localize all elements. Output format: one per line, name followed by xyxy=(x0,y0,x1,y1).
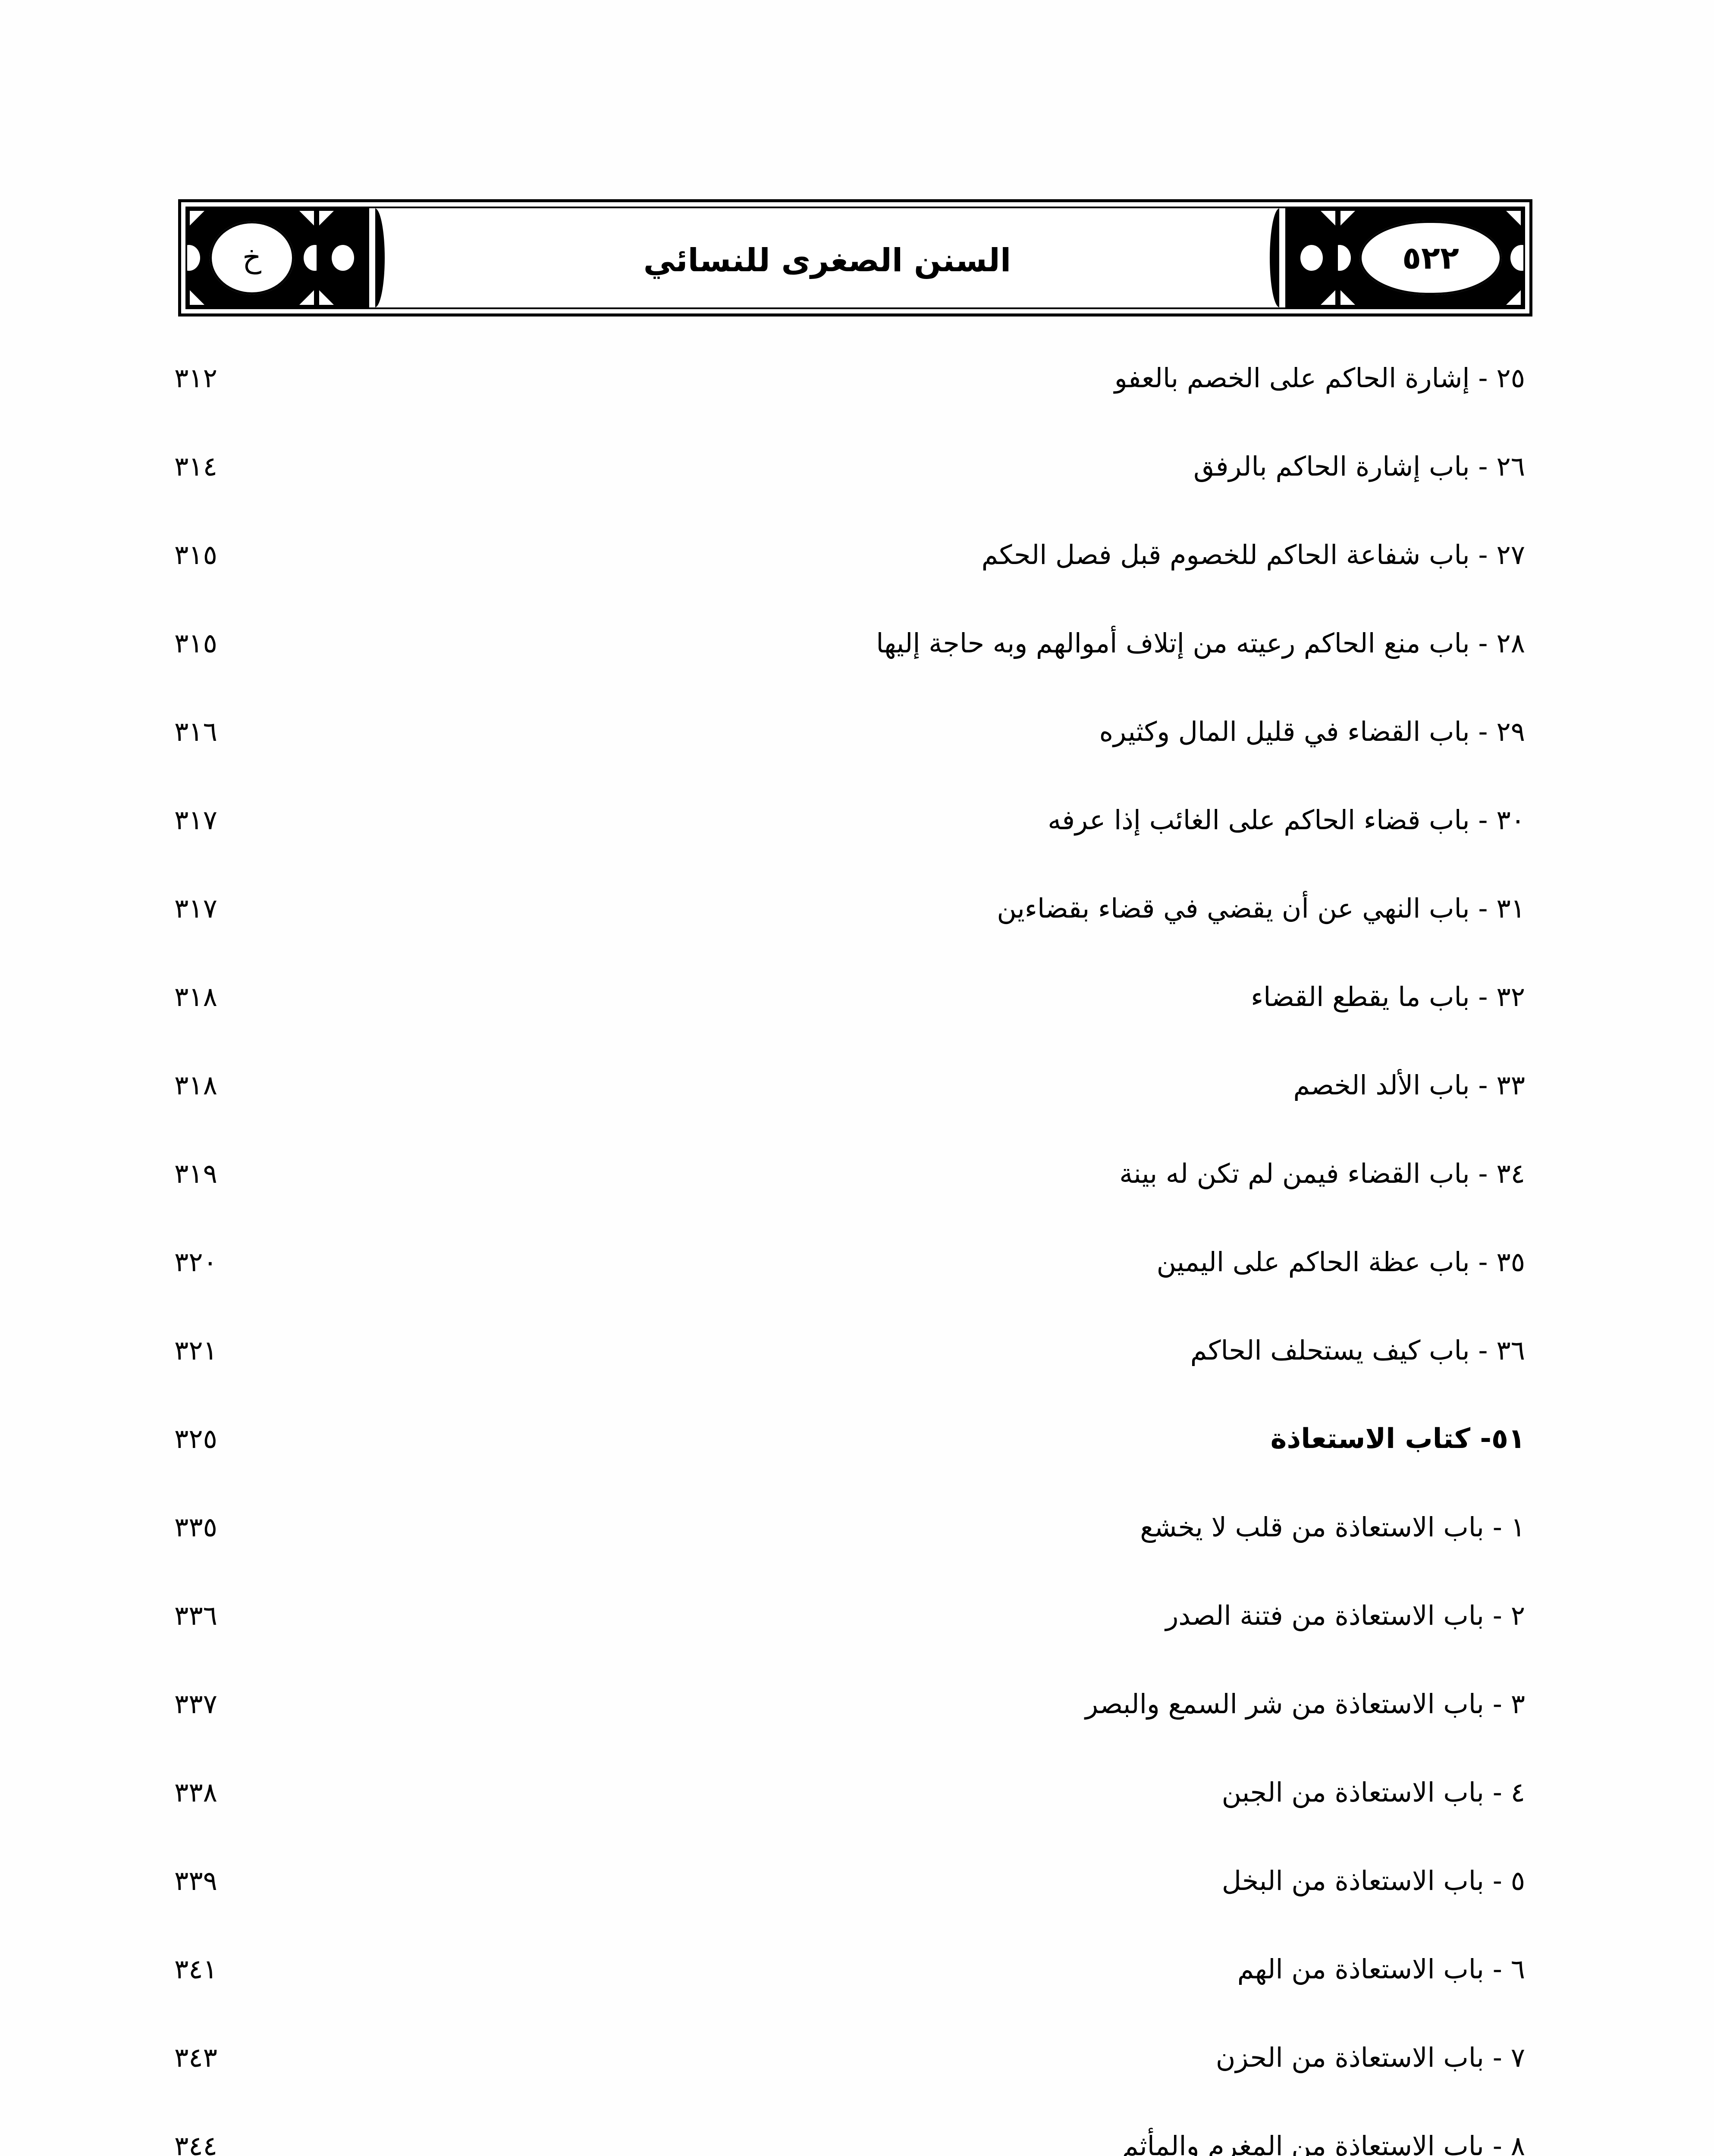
toc-leader-dots xyxy=(261,1706,1081,1713)
toc-entry-title: ٣١ - باب النهي عن أن يقضي في قضاء بقضاءي… xyxy=(997,893,1525,924)
toc-leader-dots xyxy=(261,1441,1266,1448)
ornament-spacer-left xyxy=(1285,208,1338,307)
toc-row[interactable]: ٣٠ - باب قضاء الحاكم على الغائب إذا عرفه… xyxy=(173,804,1529,893)
toc-row[interactable]: ١ - باب الاستعاذة من قلب لا يخشع ٣٣٥ xyxy=(173,1511,1529,1600)
toc-entry-page: ٣١٥ xyxy=(174,627,217,659)
header-divider-right xyxy=(369,208,375,307)
toc-leader-dots xyxy=(261,1353,1186,1360)
toc-leader-dots xyxy=(261,1176,1115,1183)
toc-entry-page: ٣١٢ xyxy=(174,362,217,394)
toc-row[interactable]: ٢٧ - باب شفاعة الحاكم للخصوم قبل فصل الح… xyxy=(173,539,1529,627)
toc-row[interactable]: ٧ - باب الاستعاذة من الحزن ٣٤٣ xyxy=(173,2042,1529,2130)
toc-entry-title: ٣٦ - باب كيف يستحلف الحاكم xyxy=(1190,1335,1525,1366)
toc-entry-title: ٨ - باب الاستعاذة من المغرم والمأثم xyxy=(1122,2130,1525,2156)
toc-leader-dots xyxy=(261,557,977,564)
page-header-frame: خ السنن الصغرى للنسائي xyxy=(185,207,1525,309)
toc-entry-title: ٤ - باب الاستعاذة من الجبن xyxy=(1221,1777,1525,1808)
toc-leader-dots xyxy=(261,469,1189,476)
toc-entry-page: ٣٣٥ xyxy=(174,1511,217,1543)
toc-leader-dots xyxy=(261,734,1095,741)
toc-entry-title: ٥ - باب الاستعاذة من البخل xyxy=(1221,1865,1525,1896)
toc-entry-title: ٧ - باب الاستعاذة من الحزن xyxy=(1215,2042,1525,2073)
toc-entry-page: ٣٣٨ xyxy=(174,1777,217,1808)
toc-entry-page: ٣٣٦ xyxy=(174,1600,217,1631)
toc-entry-page: ٣١٨ xyxy=(174,981,217,1012)
toc-row[interactable]: ٣٢ - باب ما يقطع القضاء ٣١٨ xyxy=(173,981,1529,1069)
toc-leader-dots xyxy=(261,822,1043,829)
ornament-medallion-left: ٥٢٢ xyxy=(1338,208,1523,307)
toc-leader-dots xyxy=(261,1264,1152,1271)
toc-leader-dots xyxy=(261,380,1110,387)
toc-entry-title: ٣٣ - باب الألد الخصم xyxy=(1293,1069,1525,1101)
toc-leader-dots xyxy=(261,1529,1136,1536)
toc-row[interactable]: ٨ - باب الاستعاذة من المغرم والمأثم ٣٤٤ xyxy=(173,2130,1529,2156)
toc-leader-dots xyxy=(261,1087,1289,1094)
toc-leader-dots xyxy=(261,1618,1161,1625)
calligraphy-medallion-icon: خ xyxy=(210,221,294,295)
toc-entry-page: ٣١٧ xyxy=(174,893,217,924)
page-header-band: خ السنن الصغرى للنسائي xyxy=(178,199,1532,317)
toc-row[interactable]: ٢٥ - إشارة الحاكم على الخصم بالعفو ٣١٢ xyxy=(173,362,1529,451)
toc-entry-page: ٣٤٤ xyxy=(174,2130,217,2156)
toc-entry-title: ٣٢ - باب ما يقطع القضاء xyxy=(1251,981,1525,1012)
toc-section-heading[interactable]: ٥١- كتاب الاستعاذة ٣٢٥ xyxy=(173,1423,1529,1511)
book-title: السنن الصغرى للنسائي xyxy=(643,242,1012,279)
toc-entry-title: ٢٨ - باب منع الحاكم رعيته من إتلاف أموال… xyxy=(876,627,1525,659)
toc-row[interactable]: ٢٦ - باب إشارة الحاكم بالرفق ٣١٤ xyxy=(173,451,1529,539)
toc-entry-title: ٣٤ - باب القضاء فيمن لم تكن له بينة xyxy=(1119,1158,1525,1189)
toc-entry-title: ٣٥ - باب عظة الحاكم على اليمين xyxy=(1156,1246,1525,1278)
toc-entry-page: ٣٢٥ xyxy=(174,1423,217,1454)
toc-entry-title: ٣٠ - باب قضاء الحاكم على الغائب إذا عرفه xyxy=(1048,804,1525,836)
toc-entry-page: ٣٣٩ xyxy=(174,1865,217,1896)
toc-entry-page: ٣٤٣ xyxy=(174,2042,217,2073)
toc-entry-page: ٣٤١ xyxy=(174,1953,217,1985)
toc-row[interactable]: ٣ - باب الاستعاذة من شر السمع والبصر ٣٣٧ xyxy=(173,1688,1529,1777)
toc-entry-page: ٣٢١ xyxy=(174,1335,217,1366)
toc-entry-title: ٢٩ - باب القضاء في قليل المال وكثيره xyxy=(1099,716,1525,747)
toc-leader-dots xyxy=(261,1971,1233,1978)
toc-row[interactable]: ٣٤ - باب القضاء فيمن لم تكن له بينة ٣١٩ xyxy=(173,1158,1529,1246)
ornament-medallion-right: خ xyxy=(187,208,317,307)
toc-entry-page: ٣١٤ xyxy=(174,451,217,482)
toc-leader-dots xyxy=(261,1795,1218,1802)
toc-leader-dots xyxy=(261,646,872,652)
toc-entry-title: ٣ - باب الاستعاذة من شر السمع والبصر xyxy=(1085,1688,1525,1720)
header-title-cell: السنن الصغرى للنسائي xyxy=(375,208,1279,307)
toc-entry-page: ٣١٩ xyxy=(174,1158,217,1189)
toc-row[interactable]: ٢ - باب الاستعاذة من فتنة الصدر ٣٣٦ xyxy=(173,1600,1529,1688)
toc-entry-title: ٥١- كتاب الاستعاذة xyxy=(1270,1423,1525,1455)
toc-row[interactable]: ٤ - باب الاستعاذة من الجبن ٣٣٨ xyxy=(173,1777,1529,1865)
toc-entry-title: ٦ - باب الاستعاذة من الهم xyxy=(1237,1953,1525,1985)
toc-row[interactable]: ٢٨ - باب منع الحاكم رعيته من إتلاف أموال… xyxy=(173,627,1529,716)
header-divider-left xyxy=(1279,208,1285,307)
toc-row[interactable]: ٢٩ - باب القضاء في قليل المال وكثيره ٣١٦ xyxy=(173,716,1529,804)
toc-entry-page: ٣٣٧ xyxy=(174,1688,217,1720)
toc-entry-page: ٣١٦ xyxy=(174,716,217,747)
toc-row[interactable]: ٣٦ - باب كيف يستحلف الحاكم ٣٢١ xyxy=(173,1335,1529,1423)
toc-entry-page: ٣٢٠ xyxy=(174,1246,217,1278)
toc-row[interactable]: ٣٥ - باب عظة الحاكم على اليمين ٣٢٠ xyxy=(173,1246,1529,1335)
toc-row[interactable]: ٦ - باب الاستعاذة من الهم ٣٤١ xyxy=(173,1953,1529,2042)
toc-entry-title: ٢٦ - باب إشارة الحاكم بالرفق xyxy=(1193,451,1525,482)
toc-leader-dots xyxy=(261,911,992,918)
toc-entry-title: ٢ - باب الاستعاذة من فتنة الصدر xyxy=(1165,1600,1525,1631)
toc-entry-title: ٢٧ - باب شفاعة الحاكم للخصوم قبل فصل الح… xyxy=(981,539,1525,570)
toc-leader-dots xyxy=(261,999,1246,1006)
toc-leader-dots xyxy=(261,1883,1218,1890)
toc-row[interactable]: ٥ - باب الاستعاذة من البخل ٣٣٩ xyxy=(173,1865,1529,1953)
toc-entry-page: ٣١٧ xyxy=(174,804,217,836)
ornament-spacer-right xyxy=(317,208,369,307)
toc-leader-dots xyxy=(261,2148,1118,2155)
page-number: ٥٢٢ xyxy=(1402,240,1459,276)
table-of-contents: ٢٥ - إشارة الحاكم على الخصم بالعفو ٣١٢ ٢… xyxy=(173,362,1529,2156)
toc-row[interactable]: ٣١ - باب النهي عن أن يقضي في قضاء بقضاءي… xyxy=(173,893,1529,981)
toc-leader-dots xyxy=(261,2060,1212,2067)
toc-entry-page: ٣١٨ xyxy=(174,1069,217,1101)
toc-row[interactable]: ٣٣ - باب الألد الخصم ٣١٨ xyxy=(173,1069,1529,1158)
page-number-medallion: ٥٢٢ xyxy=(1359,221,1502,295)
toc-entry-title: ٢٥ - إشارة الحاكم على الخصم بالعفو xyxy=(1114,362,1525,394)
toc-entry-page: ٣١٥ xyxy=(174,539,217,570)
toc-entry-title: ١ - باب الاستعاذة من قلب لا يخشع xyxy=(1140,1511,1525,1543)
